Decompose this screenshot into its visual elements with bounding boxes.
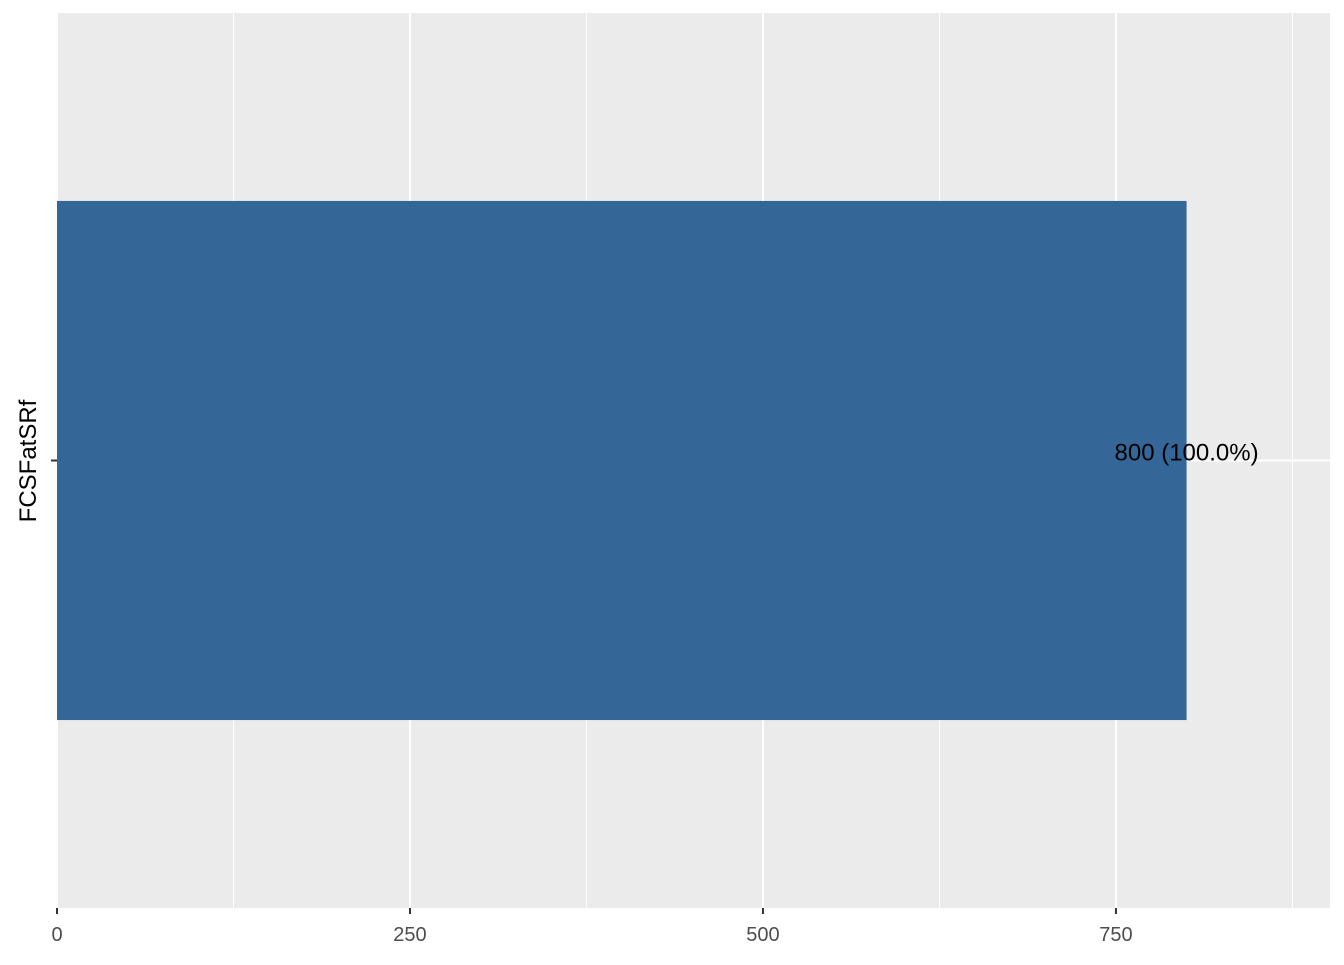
x-tick-label: 500 [746, 924, 779, 946]
x-tick-label: 250 [393, 924, 426, 946]
data-label: 800 (100.0%) [1115, 440, 1259, 467]
bar [57, 200, 1187, 721]
bars [57, 200, 1187, 721]
y-axis-title: FCSFatSRf [15, 399, 42, 522]
data-labels: 800 (100.0%) [1115, 440, 1259, 467]
x-tick-label: 750 [1099, 924, 1132, 946]
x-tick-label: 0 [51, 924, 62, 946]
x-axis: 0 250 500 750 [51, 908, 1133, 946]
